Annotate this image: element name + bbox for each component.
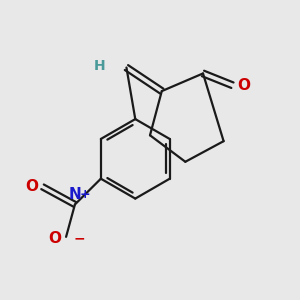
Text: O: O: [49, 231, 62, 246]
Text: +: +: [80, 188, 91, 201]
Text: O: O: [25, 179, 38, 194]
Text: N: N: [68, 187, 81, 202]
Text: −: −: [74, 231, 85, 245]
Text: H: H: [94, 59, 106, 73]
Text: O: O: [237, 78, 250, 93]
